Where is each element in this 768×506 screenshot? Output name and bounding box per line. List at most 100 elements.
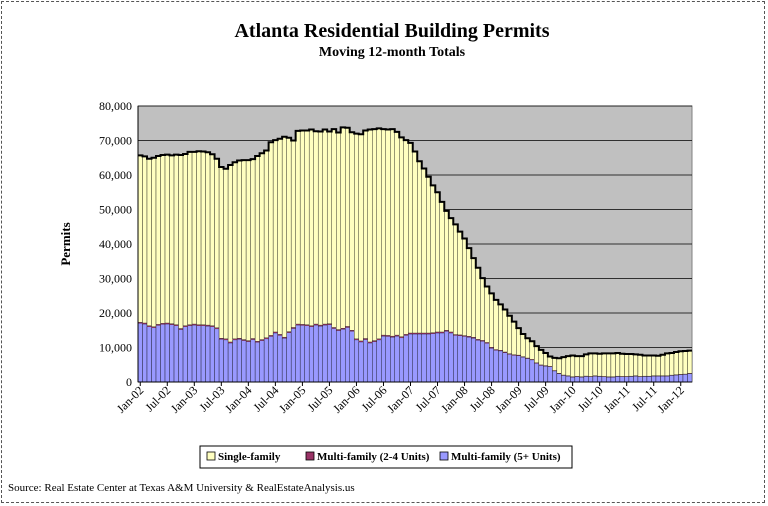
bar-multi-5-plus bbox=[196, 325, 202, 383]
bar-multi-2-4 bbox=[331, 327, 337, 329]
bar-multi-5-plus bbox=[394, 335, 400, 383]
bar-single-family bbox=[408, 142, 413, 334]
bar-single-family bbox=[308, 129, 314, 326]
bar-multi-5-plus bbox=[673, 374, 679, 383]
bar-multi-2-4 bbox=[259, 339, 265, 341]
bar-multi-2-4 bbox=[529, 359, 535, 360]
bar-multi-5-plus bbox=[439, 332, 445, 383]
y-tick-label: 70,000 bbox=[99, 134, 132, 148]
bar-multi-2-4 bbox=[448, 331, 454, 334]
bar-multi-5-plus bbox=[263, 338, 269, 383]
bar-single-family bbox=[610, 353, 616, 377]
bar-multi-5-plus bbox=[412, 333, 418, 383]
bar-multi-5-plus bbox=[610, 376, 616, 383]
bar-multi-5-plus bbox=[588, 376, 594, 383]
bar-multi-5-plus bbox=[682, 374, 688, 383]
bar-multi-2-4 bbox=[484, 342, 490, 344]
bar-multi-5-plus bbox=[290, 328, 296, 383]
bar-multi-2-4 bbox=[417, 333, 422, 335]
bar-multi-2-4 bbox=[399, 336, 404, 338]
bar-single-family bbox=[597, 353, 603, 377]
bar-multi-5-plus bbox=[142, 323, 148, 383]
bar-multi-5-plus bbox=[205, 325, 211, 383]
bar-single-family bbox=[178, 154, 184, 329]
bar-multi-5-plus bbox=[498, 350, 504, 383]
bar-single-family bbox=[142, 156, 148, 324]
bar-multi-5-plus bbox=[390, 336, 395, 383]
bar-multi-5-plus bbox=[178, 329, 184, 383]
bar-single-family bbox=[137, 155, 143, 323]
bar-multi-2-4 bbox=[408, 333, 413, 335]
bar-single-family bbox=[453, 224, 458, 335]
bar-multi-5-plus bbox=[241, 340, 247, 383]
bar-multi-5-plus bbox=[250, 339, 256, 383]
bar-multi-5-plus bbox=[619, 376, 625, 383]
bar-single-family bbox=[345, 127, 350, 327]
bar-single-family bbox=[326, 131, 332, 324]
x-tick-label: Jul-04 bbox=[250, 383, 281, 414]
bar-single-family bbox=[182, 153, 188, 326]
bar-multi-2-4 bbox=[196, 324, 202, 326]
bar-single-family bbox=[615, 352, 621, 377]
bar-multi-5-plus bbox=[579, 376, 585, 383]
bar-multi-2-4 bbox=[367, 341, 373, 344]
bar-single-family bbox=[448, 217, 454, 333]
x-tick-label: Jan-03 bbox=[168, 383, 201, 416]
bar-single-family bbox=[299, 130, 305, 325]
bar-multi-5-plus bbox=[471, 338, 476, 383]
bar-multi-2-4 bbox=[241, 339, 247, 341]
bar-single-family bbox=[480, 277, 485, 341]
bar-multi-2-4 bbox=[354, 338, 359, 340]
legend-swatch-multi-2-4 bbox=[305, 451, 315, 461]
legend-box bbox=[199, 445, 573, 469]
bar-single-family bbox=[173, 154, 179, 325]
bar-single-family bbox=[151, 157, 157, 327]
bar-multi-5-plus bbox=[376, 339, 382, 383]
bar-multi-2-4 bbox=[138, 322, 143, 324]
bar-multi-5-plus bbox=[615, 376, 621, 383]
bar-multi-5-plus bbox=[286, 332, 292, 383]
bar-multi-2-4 bbox=[264, 337, 269, 339]
bar-multi-5-plus bbox=[646, 376, 652, 383]
bar-single-family bbox=[457, 231, 463, 336]
bar-single-family bbox=[281, 136, 287, 338]
bar-single-family bbox=[218, 166, 224, 339]
bar-multi-5-plus bbox=[187, 325, 193, 383]
bar-single-family bbox=[619, 353, 625, 377]
bar-multi-2-4 bbox=[385, 335, 391, 337]
bar-single-family bbox=[669, 352, 675, 376]
x-tick-label: Jul-05 bbox=[304, 383, 335, 414]
x-tick-label: Jan-10 bbox=[546, 383, 579, 416]
bar-multi-5-plus bbox=[583, 376, 589, 383]
bar-multi-2-4 bbox=[493, 349, 499, 351]
bar-multi-5-plus bbox=[403, 335, 409, 383]
bar-multi-5-plus bbox=[304, 325, 310, 383]
bar-single-family bbox=[642, 355, 648, 377]
y-tick-label: 30,000 bbox=[99, 272, 132, 286]
bar-multi-5-plus bbox=[637, 376, 643, 383]
bar-multi-5-plus bbox=[281, 338, 287, 383]
bar-multi-5-plus bbox=[223, 339, 229, 383]
bar-multi-2-4 bbox=[178, 328, 184, 330]
bar-single-family bbox=[254, 155, 260, 342]
bar-multi-5-plus bbox=[421, 333, 427, 383]
bar-multi-5-plus bbox=[164, 323, 170, 383]
x-tick-label: Jan-05 bbox=[276, 383, 309, 416]
bar-single-family bbox=[673, 351, 679, 375]
bar-single-family bbox=[169, 155, 175, 324]
bar-single-family bbox=[277, 138, 283, 335]
bar-multi-2-4 bbox=[147, 325, 152, 327]
x-tick-label: Jan-04 bbox=[222, 383, 255, 416]
x-tick-label: Jan-12 bbox=[654, 383, 687, 416]
bar-multi-5-plus bbox=[633, 375, 639, 383]
bar-multi-2-4 bbox=[214, 327, 220, 329]
bar-multi-2-4 bbox=[363, 338, 368, 340]
bar-multi-2-4 bbox=[453, 334, 458, 336]
bar-single-family bbox=[160, 154, 166, 324]
bar-multi-5-plus bbox=[516, 355, 522, 383]
bar-multi-5-plus bbox=[227, 342, 233, 383]
bar-single-family bbox=[250, 158, 256, 339]
bar-multi-5-plus bbox=[525, 358, 531, 383]
bar-single-family bbox=[606, 353, 612, 377]
bar-multi-5-plus bbox=[462, 336, 467, 383]
